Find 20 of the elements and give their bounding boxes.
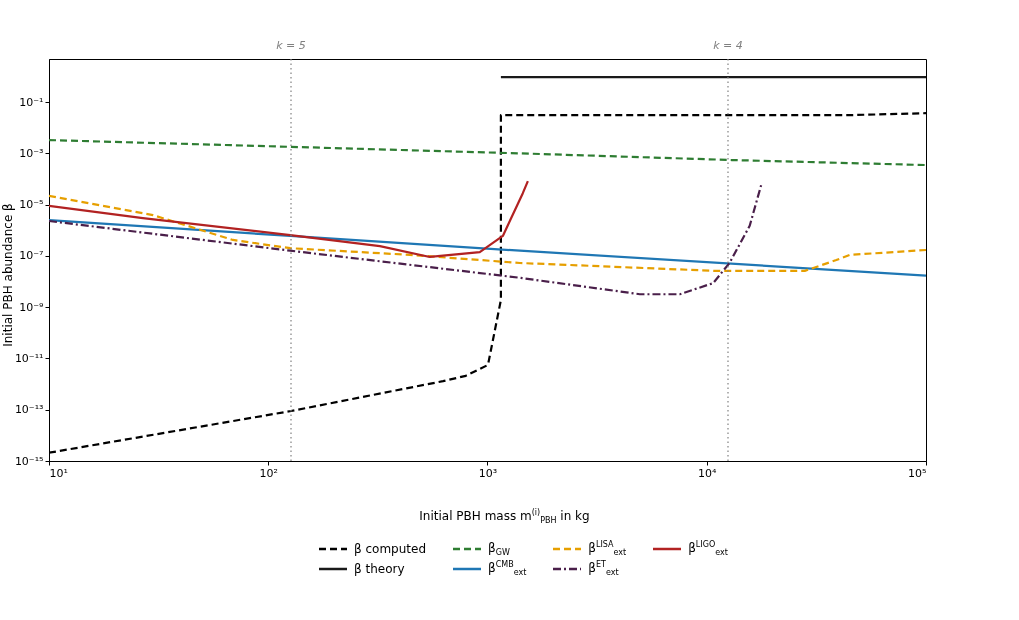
- legend-label: β$_{GW}$: [488, 540, 510, 558]
- y-tick-label: 10⁻³: [19, 146, 44, 160]
- y-tick-label: 10⁻⁷: [19, 249, 44, 263]
- y-tick-label: 10⁻⁵: [19, 198, 44, 212]
- y-tick-label: 10⁻¹¹: [14, 351, 44, 365]
- x-tick-label: 10²: [259, 466, 278, 480]
- legend-label: β theory: [354, 562, 405, 576]
- x-tick-label: 10³: [478, 466, 498, 480]
- y-tick-label: 10⁻¹³: [14, 403, 44, 417]
- x-tick-label: 10⁴: [698, 466, 718, 480]
- x-tick-label: 10¹: [49, 466, 68, 480]
- text: k = 5: [276, 39, 306, 52]
- y-tick-label: 10⁻¹: [19, 95, 44, 109]
- text: k = 4: [713, 39, 743, 52]
- legend-label: β computed: [354, 542, 427, 556]
- y-axis-title: Initial PBH abundance β: [1, 202, 15, 349]
- x-axis-title: Initial PBH mass m$^{(i)}$$_{PBH}$ in kg: [418, 508, 591, 526]
- x-tick-label: 10⁵: [908, 466, 927, 480]
- y-tick-label: 10⁻¹⁵: [14, 454, 44, 468]
- y-tick-label: 10⁻⁹: [19, 300, 44, 314]
